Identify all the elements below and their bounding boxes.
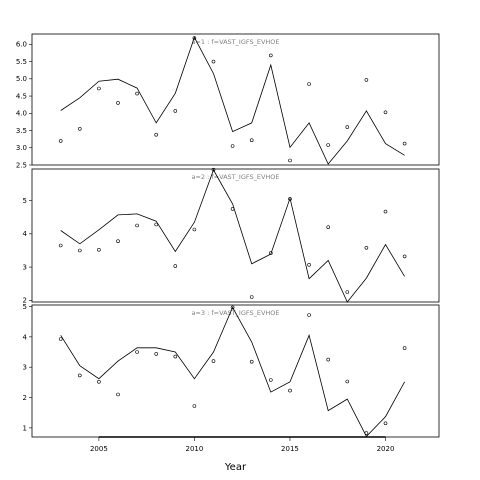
observed-point [307,313,311,317]
y-tick-label: 6.0 [16,41,27,49]
panels: 2.5 3.0 3.5 4.0 4.5 5.0 5.5 6.0 a=1 : f=VAST_IGF… [16,33,440,438]
observed-point [173,354,178,359]
panel-frame [31,304,440,438]
observed-point [288,197,292,201]
observed-point [249,359,254,364]
panel-label: a=2 : f=VAST_IGFS_EVHOE [191,173,279,181]
observed-point [249,295,254,299]
observed-point [402,346,407,350]
fitted-line [60,36,405,165]
x-axis-title: Year [224,462,247,473]
fitted-line [60,306,405,438]
observed-point [97,248,101,252]
observed-point [345,125,350,129]
observed-point [326,143,331,147]
observed-point [154,352,158,356]
y-tick-label: 5 [23,197,27,205]
observed-point [154,132,158,137]
y-tick-label: 2 [23,297,27,305]
observed-point [116,392,120,397]
y-tick-label: 4.5 [16,92,27,100]
observed-point [383,421,388,426]
observed-point [58,337,63,341]
panel-frame [31,33,440,166]
observed-point [78,373,82,378]
observed-point [135,350,139,354]
observed-point [97,379,101,384]
observed-point [268,53,273,58]
panel-label: a=1 : f=VAST_IGFS_EVHOE [191,38,279,46]
y-tick-label: 5 [23,303,27,311]
y-tick-label: 4.0 [16,110,27,118]
observed-point [192,404,197,408]
observed-point [211,59,216,64]
observed-point [192,227,197,232]
observed-point [192,36,197,40]
observed-point [326,225,331,229]
observed-point [58,243,63,248]
x-tick-label: 2015 [281,445,299,453]
observed-point [230,144,235,148]
observed-point [288,158,292,163]
observed-point [173,109,178,113]
y-tick-label: 3.0 [16,144,27,152]
y-tick-label: 4 [23,230,28,238]
observed-point [211,167,216,172]
y-tick-label: 2 [23,394,27,402]
y-tick-label: 3.5 [16,127,27,135]
x-tick-label: 2005 [90,445,108,453]
y-tick-label: 2.5 [16,161,27,169]
observed-point [402,254,407,259]
observed-point [135,91,139,96]
observed-point [345,379,350,384]
observed-point [364,78,369,82]
observed-point [230,207,235,211]
observed-point [326,357,331,362]
x-tick-label: 2010 [186,445,204,453]
x-axis: 2005 2010 2015 2020 [90,436,395,453]
observed-point [307,82,311,86]
observed-point [249,138,254,142]
x-tick-label: 2020 [377,445,395,453]
observed-point [288,388,292,393]
panel-1: 2.5 3.0 3.5 4.0 4.5 5.0 5.5 6.0 a=1 : f=VAST_IGF… [16,33,440,169]
observed-point [116,101,120,105]
observed-point [402,141,407,146]
y-tick-label: 5.0 [16,75,27,83]
observed-point [58,139,63,143]
observed-point [345,290,350,294]
observed-point [78,248,82,253]
panel-2: 2 3 4 5 a=2 : f=VAST_IGFS_EVHOE [23,167,440,305]
y-tick-label: 3 [23,364,27,372]
y-tick-label: 3 [23,263,27,271]
observed-point [97,86,101,91]
observed-point [383,110,388,115]
fitted-line [60,169,405,303]
observed-point [364,246,369,250]
panel-frame [31,168,440,303]
observed-point [364,431,369,435]
observed-point [211,359,216,363]
observed-point [268,378,273,382]
y-tick-label: 5.5 [16,58,27,66]
observed-point [383,209,388,214]
observed-point [307,262,311,267]
observed-point [268,251,273,255]
observed-point [173,264,178,268]
y-tick-label: 1 [23,424,27,432]
y-tick-label: 4 [23,333,28,341]
observed-point [230,305,235,310]
observed-point [135,223,139,228]
observed-point [154,222,158,227]
observed-point [78,127,82,131]
observed-point [116,239,120,243]
